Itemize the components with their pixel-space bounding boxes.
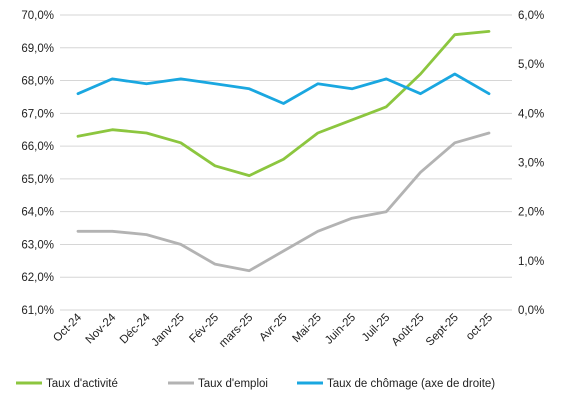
x-axis-tick-label: Janv-25 xyxy=(149,312,186,349)
x-axis-tick-label: Déc-24 xyxy=(118,311,153,346)
legend: Taux d'activité Taux d'emploi Taux de chôm… xyxy=(16,378,495,390)
right-axis-tick-label: 0,0% xyxy=(518,305,544,317)
left-y-axis: 70,0% 69,0% 68,0% 67,0% 66,0% 65,0% 64,0% 63,0%… xyxy=(21,10,54,317)
right-axis-tick-label: 5,0% xyxy=(518,59,544,71)
x-axis-tick-label: Oct-24 xyxy=(51,311,84,344)
left-axis-tick-label: 70,0% xyxy=(21,10,54,22)
left-axis-tick-label: 64,0% xyxy=(21,207,54,219)
left-axis-tick-label: 68,0% xyxy=(21,76,54,88)
left-axis-tick-label: 62,0% xyxy=(21,272,54,284)
right-axis-tick-label: 2,0% xyxy=(518,207,544,219)
left-axis-tick-label: 66,0% xyxy=(21,141,54,153)
left-axis-tick-label: 69,0% xyxy=(21,43,54,55)
x-axis-tick-label: Juil-25 xyxy=(360,312,392,344)
x-axis-tick-label: Sept-25 xyxy=(424,312,461,349)
right-axis-tick-label: 1,0% xyxy=(518,256,544,268)
x-axis-tick-label: Juin-25 xyxy=(323,312,358,347)
legend-label-taux-de-chomage-axe-de-droite: Taux de chômage (axe de droite) xyxy=(327,378,495,390)
x-axis-tick-label: mars-25 xyxy=(217,312,255,350)
left-axis-tick-label: 67,0% xyxy=(21,108,54,120)
x-axis-tick-label: Nov-24 xyxy=(84,311,119,346)
legend-label-taux-d-activite: Taux d'activité xyxy=(46,378,118,390)
right-axis-tick-label: 6,0% xyxy=(518,10,544,22)
x-axis-tick-label: Fév-25 xyxy=(187,312,221,346)
x-axis-tick-label: oct-25 xyxy=(464,312,495,343)
legend-label-taux-d-emploi: Taux d'emploi xyxy=(198,378,268,390)
right-axis-tick-label: 4,0% xyxy=(518,108,544,120)
gridlines xyxy=(60,14,512,311)
right-axis-tick-label: 3,0% xyxy=(518,158,544,170)
series-lines xyxy=(76,29,491,273)
series-line-taux-d-activite xyxy=(76,29,491,178)
left-axis-tick-label: 63,0% xyxy=(21,239,54,251)
series-line-taux-de-chomage-axe-de-droite xyxy=(76,72,491,105)
x-axis-tick-label: Avr-25 xyxy=(257,312,289,344)
x-axis-tick-label: Août-25 xyxy=(390,312,427,349)
right-y-axis: 6,0% 5,0% 4,0% 3,0% 2,0% 1,0% 0,0% xyxy=(518,10,544,317)
left-axis-tick-label: 61,0% xyxy=(21,305,54,317)
x-axis-tick-label: Mai-25 xyxy=(291,312,324,345)
left-axis-tick-label: 65,0% xyxy=(21,174,54,186)
series-line-taux-d-emploi xyxy=(76,131,491,273)
